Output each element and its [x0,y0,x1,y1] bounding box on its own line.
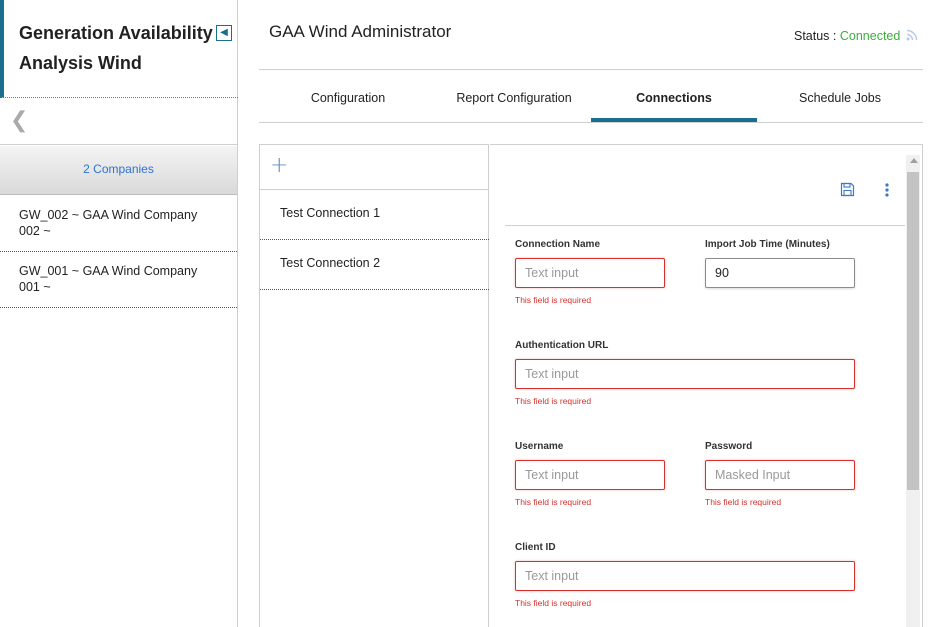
tab-report-configuration[interactable]: Report Configuration [456,91,572,105]
import-job-time-label: Import Job Time (Minutes) [705,239,830,250]
connection-name-label: Connection Name [515,239,601,250]
back-row: ❮ [0,98,238,145]
company-id: 002 ~ [19,224,51,238]
client-id-label: Client ID [515,542,556,553]
plus-icon[interactable]: + [270,153,289,178]
app-title: Generation Availability Analysis Wind [19,23,213,73]
company-list-item[interactable]: GW_002 ~ GAA Wind Company 002 ~ [0,196,237,252]
rss-icon [906,29,918,41]
authentication-url-error: This field is required [515,396,592,406]
username-error: This field is required [515,497,592,507]
companies-count-bar[interactable]: 2 Companies [0,146,237,195]
sidebar: Generation Availability Analysis Wind ◀ … [0,0,238,627]
authentication-url-label: Authentication URL [515,340,609,351]
add-connection-row: + [260,145,489,190]
connection-name-error: This field is required [515,295,592,305]
company-name: GW_001 ~ GAA Wind Company [19,264,198,278]
tab-schedule-jobs[interactable]: Schedule Jobs [798,91,881,105]
password-label: Password [705,441,753,452]
save-icon[interactable] [840,182,855,197]
company-name: GW_002 ~ GAA Wind Company [19,208,198,222]
header-divider [259,69,923,70]
company-id: 001 ~ [19,280,51,294]
page-title: GAA Wind Administrator [269,22,452,41]
company-list-item[interactable]: GW_001 ~ GAA Wind Company 001 ~ [0,252,237,308]
connection-name-input[interactable] [515,258,665,288]
tab-configuration[interactable]: Configuration [310,91,386,105]
password-error: This field is required [705,497,782,507]
authentication-url-input[interactable] [515,359,855,389]
connection-list-item[interactable]: Test Connection 1 [260,190,489,240]
password-input[interactable] [705,460,855,490]
username-label: Username [515,441,564,452]
connection-detail-panel: Connection Name This field is required I… [490,144,923,627]
scroll-up-arrow-icon[interactable] [910,158,918,163]
import-job-time-input[interactable] [705,258,855,288]
tab-bar: Configuration Report Configuration Conne… [259,80,923,123]
collapse-sidebar-icon[interactable]: ◀ [216,25,232,41]
connection-status: Status : Connected [794,29,918,43]
sidebar-header: Generation Availability Analysis Wind ◀ [0,0,238,98]
form-divider [505,225,905,226]
client-id-input[interactable] [515,561,855,591]
scrollbar-thumb[interactable] [907,172,919,490]
kebab-menu-icon[interactable] [885,183,889,197]
connection-list-item[interactable]: Test Connection 2 [260,240,489,290]
chevron-left-icon[interactable]: ❮ [10,108,29,133]
client-id-error: This field is required [515,598,592,608]
connections-list-panel: + Test Connection 1 Test Connection 2 [259,144,489,627]
status-label: Status : [794,29,840,43]
status-value: Connected [839,29,901,43]
username-input[interactable] [515,460,665,490]
tab-connections[interactable]: Connections [591,80,757,122]
